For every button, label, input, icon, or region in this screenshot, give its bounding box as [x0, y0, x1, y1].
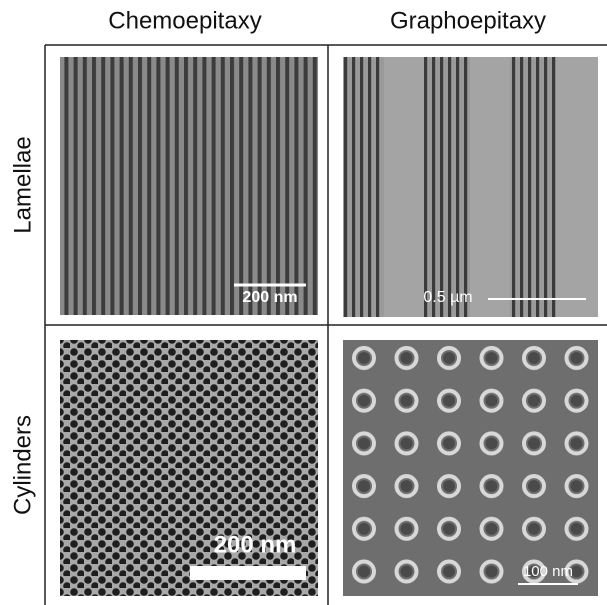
page: Chemoepitaxy Graphoepitaxy Lamellae Cyli… — [0, 0, 607, 605]
row-header: Cylinders — [9, 415, 36, 515]
figure: Chemoepitaxy Graphoepitaxy Lamellae Cyli… — [0, 0, 607, 605]
micrograph — [60, 57, 318, 315]
row-header: Lamellae — [9, 136, 36, 233]
scale-label: 200 nm — [214, 531, 297, 558]
micrograph — [343, 340, 598, 596]
scale-label: 0.5 µm — [423, 289, 472, 306]
scale-label: 100 nm — [523, 563, 573, 580]
scale-bar — [190, 566, 306, 580]
column-header: Chemoepitaxy — [108, 7, 261, 34]
column-header: Graphoepitaxy — [390, 7, 546, 34]
micrograph — [343, 57, 598, 317]
scale-label: 200 nm — [242, 289, 297, 306]
